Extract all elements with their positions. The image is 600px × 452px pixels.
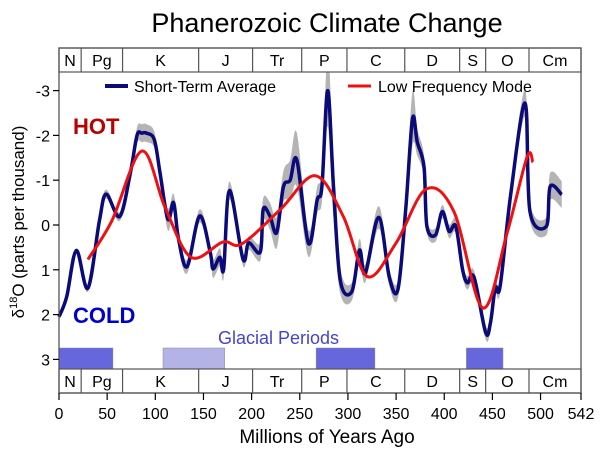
y-axis-label-rest: O (parts per thousand) (9, 126, 28, 297)
period-label-top: J (222, 53, 230, 70)
period-label-bottom: Tr (270, 374, 285, 391)
x-tick-label: 250 (286, 406, 313, 423)
period-label-bottom: K (155, 374, 166, 391)
series-layer (57, 88, 563, 337)
period-label-top: Pg (92, 53, 112, 70)
period-strip-bottom (58, 368, 582, 394)
period-label-bottom: N (64, 374, 76, 391)
chart-title: Phanerozoic Climate Change (151, 8, 502, 38)
period-label-top: O (501, 53, 513, 70)
x-tick-label: 200 (238, 406, 265, 423)
uncertainty-band-layer (59, 54, 562, 342)
y-tick-label: 3 (41, 352, 50, 369)
y-tick-label: -1 (36, 173, 50, 190)
x-tick-label: 542 (568, 406, 595, 423)
glacial-period-bar (466, 347, 504, 370)
x-axis-label: Millions of Years Ago (239, 427, 414, 448)
hot-label: HOT (73, 114, 120, 139)
glacial-periods-layer (58, 347, 504, 370)
cold-label: COLD (73, 303, 135, 328)
glacial-periods-label: Glacial Periods (218, 328, 339, 348)
y-tick-label: -2 (36, 128, 50, 145)
period-label-top: P (319, 53, 330, 70)
period-label-top: S (467, 53, 478, 70)
y-tick-label: -3 (36, 84, 50, 101)
period-label-top: D (426, 53, 438, 70)
y-axis-label-prefix: δ (9, 309, 28, 318)
y-tick-label: 1 (41, 263, 50, 280)
period-label-top: Cm (543, 53, 568, 70)
y-tick-label: 0 (41, 218, 50, 235)
legend-label-short-term: Short-Term Average (134, 79, 276, 96)
period-label-bottom: P (319, 374, 330, 391)
axes-layer: 0 50 100 150 200 250 300 350 400 450 500 542 -3 -2 -1 0… (36, 84, 595, 423)
glacial-period-bar (162, 347, 225, 370)
period-label-top: C (370, 53, 382, 70)
period-label-top: K (155, 53, 166, 70)
x-tick-label: 150 (190, 406, 217, 423)
y-axis-label-sup: 18 (8, 297, 20, 309)
x-tick-label: 50 (98, 406, 116, 423)
period-label-bottom: J (222, 374, 230, 391)
x-tick-label: 300 (335, 406, 362, 423)
short-term-average-line (57, 88, 563, 337)
period-label-bottom: Cm (543, 374, 568, 391)
uncertainty-band (59, 54, 562, 342)
y-axis-label: δ18O (parts per thousand) (8, 126, 28, 319)
geologic-period-strips: N Pg K J Tr P C D S O Cm N Pg K J Tr P C D S O Cm (58, 47, 582, 394)
period-label-bottom: O (501, 374, 513, 391)
period-label-bottom: C (370, 374, 382, 391)
x-tick-label: 400 (431, 406, 458, 423)
glacial-period-bar (58, 347, 114, 370)
period-label-bottom: Pg (92, 374, 112, 391)
x-tick-label: 0 (55, 406, 64, 423)
period-label-top: Tr (270, 53, 285, 70)
x-tick-label: 450 (479, 406, 506, 423)
glacial-period-bar (315, 347, 376, 370)
period-label-bottom: S (467, 374, 478, 391)
x-tick-label: 100 (142, 406, 169, 423)
x-tick-label: 500 (527, 406, 554, 423)
legend-label-low-frequency: Low Frequency Mode (378, 79, 532, 96)
low-frequency-mode-line (86, 149, 535, 310)
period-label-bottom: D (426, 374, 438, 391)
legend: Short-Term Average Low Frequency Mode (105, 79, 532, 96)
x-tick-label: 350 (383, 406, 410, 423)
y-tick-label: 2 (41, 308, 50, 325)
period-label-top: N (64, 53, 76, 70)
plot-frame (58, 47, 582, 394)
